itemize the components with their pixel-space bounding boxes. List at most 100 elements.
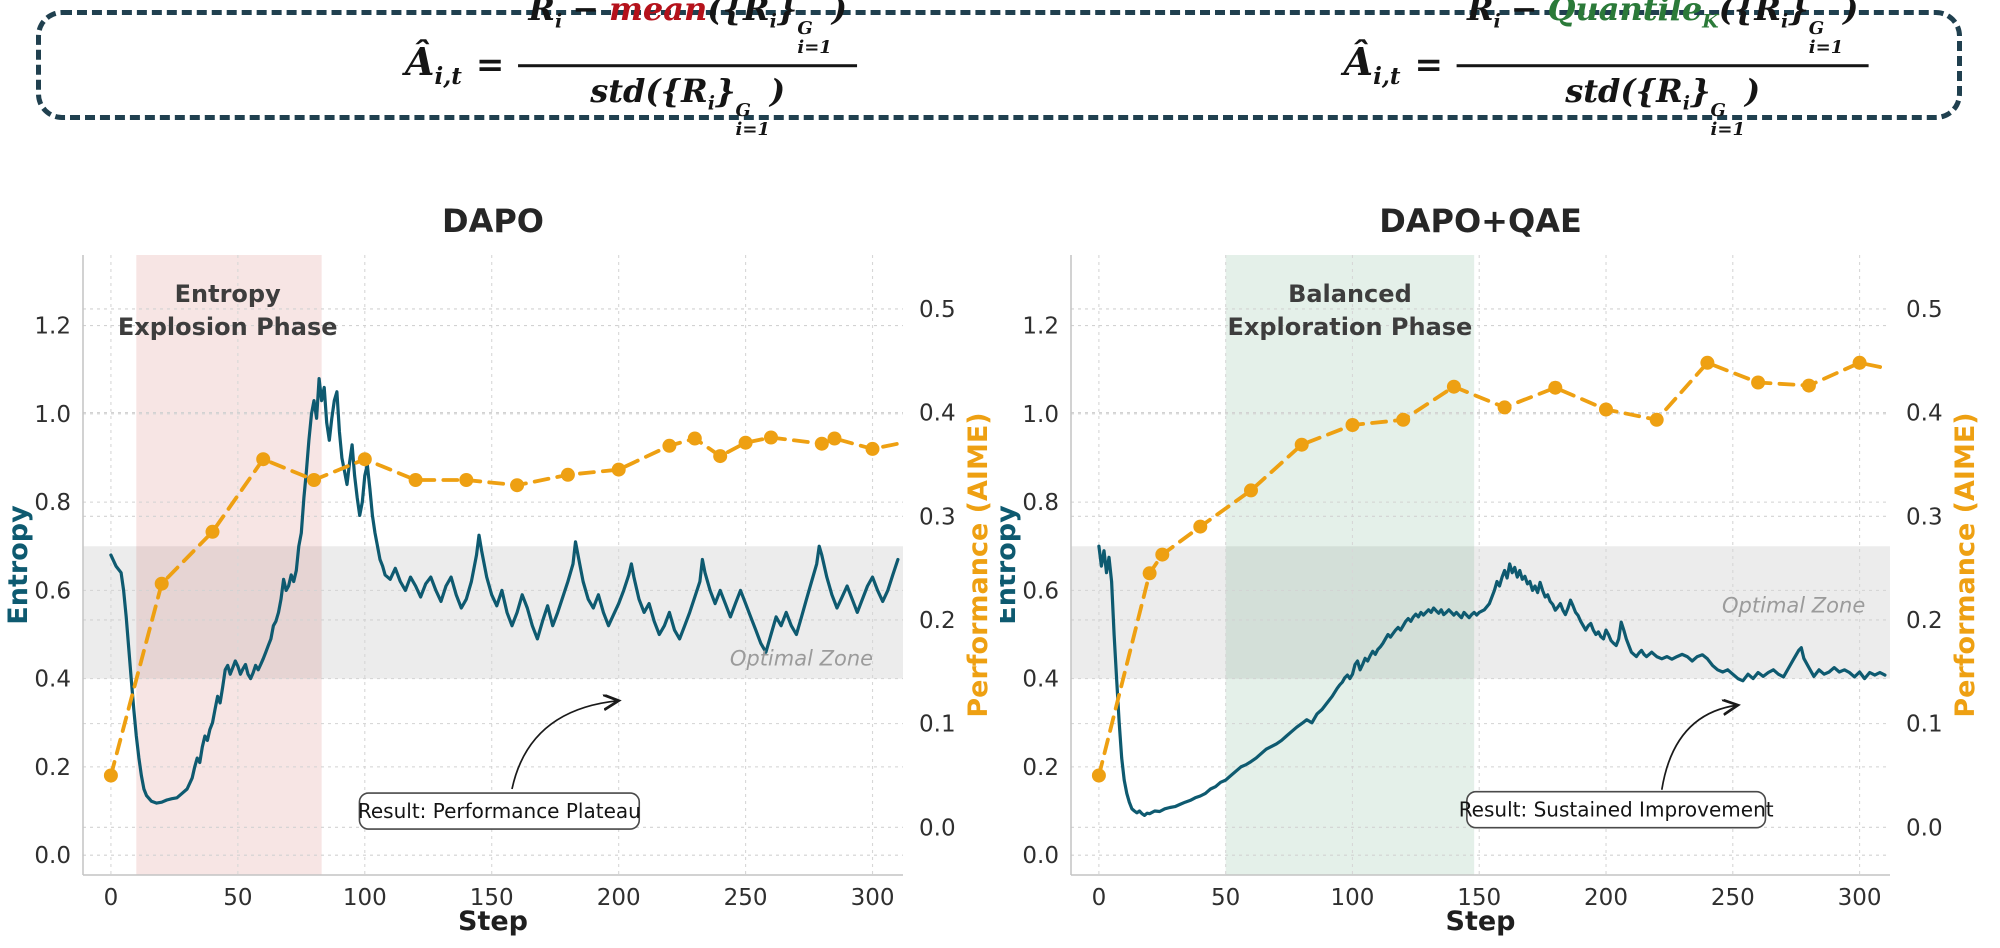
reward-subscript: i	[1682, 92, 1690, 115]
y-axis-label-left: Entropy	[1000, 505, 1022, 625]
optimal-zone-label: Optimal Zone	[730, 646, 873, 670]
y-tick-label-right: 0.4	[919, 401, 956, 427]
y-tick-label-left: 0.6	[34, 578, 71, 604]
reward-subscript: i	[1493, 10, 1501, 33]
reward-subscript: i	[1781, 10, 1789, 33]
y-axis-label-right: Performance (AIME)	[1950, 412, 1981, 717]
x-tick-label: 300	[1838, 885, 1882, 911]
close-paren: )	[1843, 0, 1859, 29]
performance-marker	[1801, 378, 1816, 393]
reward-symbol: R	[742, 0, 770, 29]
x-tick-label: 100	[1330, 885, 1374, 911]
x-tick-label: 200	[1584, 885, 1628, 911]
group-size-symbol: G	[1710, 100, 1726, 121]
std-operator: std	[590, 72, 646, 110]
minus-sign: −	[572, 0, 600, 29]
y-tick-label-right: 0.1	[919, 712, 956, 738]
performance-marker	[827, 431, 842, 446]
performance-marker	[713, 449, 728, 464]
performance-marker	[510, 478, 525, 493]
x-tick-label: 250	[1711, 885, 1755, 911]
x-tick-label: 150	[470, 885, 514, 911]
performance-marker	[662, 438, 677, 453]
y-tick-label-right: 0.2	[919, 608, 956, 634]
entropy-line	[1097, 544, 1887, 817]
group-size-symbol: G	[735, 100, 751, 121]
dapo-qae-chart: 0 50 100 150 200 250 300 0.0 0.2 0.4 0.6 0.8 1.0 1.2 0…	[1000, 202, 1981, 937]
equals-sign: =	[475, 45, 505, 85]
reward-symbol: R	[1466, 0, 1494, 29]
performance-marker	[1852, 355, 1867, 370]
performance-marker	[1142, 566, 1157, 581]
y-tick-label-left: 1.0	[34, 402, 71, 428]
y-tick-label-left: 0.6	[1022, 578, 1059, 604]
performance-marker	[865, 441, 880, 456]
advantage-symbol: Âi,t	[1344, 40, 1401, 91]
x-tick-label: 50	[1211, 885, 1240, 911]
annotation-arrow	[511, 701, 619, 790]
a-hat: Â	[1343, 39, 1374, 85]
annotation-text: Result: Performance Plateau	[358, 799, 641, 823]
performance-marker	[154, 576, 169, 591]
y-tick-label-left: 0.2	[1022, 755, 1059, 781]
mean-operator: mean	[609, 0, 708, 29]
quantile-operator-subscript: K	[1702, 10, 1719, 33]
annotation-text: Result: Sustained Improvement	[1459, 798, 1774, 822]
x-tick-label: 300	[851, 885, 895, 911]
phase-band	[1225, 255, 1475, 875]
performance-marker	[560, 467, 575, 482]
phase-label: Balanced	[1288, 280, 1412, 308]
equals-sign: =	[1414, 45, 1443, 85]
open-paren-brace: ({	[645, 72, 682, 110]
x-tick-label: 150	[1457, 885, 1501, 911]
performance-marker	[408, 473, 423, 487]
dapo-chart: 0 50 100 150 200 250 300 0.0 0.2 0.4 0.6 0.8 1.0 1.2 0…	[3, 202, 994, 937]
minus-sign: −	[1510, 0, 1538, 29]
y-tick-label-left: 0.4	[1022, 667, 1059, 693]
x-tick-label: 0	[104, 885, 119, 911]
reward-symbol: R	[1656, 72, 1683, 110]
x-tick-label: 250	[724, 885, 768, 911]
chart-title: DAPO+QAE	[1379, 202, 1582, 240]
open-paren-brace: ({	[1718, 0, 1755, 29]
performance-marker	[814, 436, 829, 451]
y-axis-label-right: Performance (AIME)	[963, 412, 994, 717]
close-brace: }	[1788, 0, 1809, 29]
chart-title: DAPO	[442, 202, 544, 240]
reward-symbol: R	[1754, 0, 1782, 29]
performance-marker	[687, 431, 702, 446]
quantile-operator: Quantile	[1547, 0, 1703, 29]
performance-line	[109, 435, 900, 778]
a-hat-subscript: i,t	[434, 63, 462, 91]
performance-marker	[459, 473, 474, 487]
y-tick-label-right: 0.2	[1906, 608, 1943, 634]
performance-marker	[1599, 402, 1613, 417]
performance-marker	[357, 452, 372, 467]
performance-marker	[1700, 355, 1715, 370]
close-paren: )	[1744, 72, 1761, 110]
performance-marker	[738, 435, 753, 450]
entropy-line	[109, 377, 900, 805]
phase-label: Entropy	[175, 280, 281, 308]
performance-marker	[1751, 375, 1766, 390]
performance-marker	[1497, 400, 1512, 415]
performance-marker	[1345, 418, 1360, 432]
y-tick-label-right: 0.3	[1906, 504, 1943, 530]
reward-subscript: i	[555, 10, 563, 33]
performance-marker	[1193, 519, 1208, 534]
y-tick-label-left: 0.4	[34, 667, 71, 693]
x-tick-label: 50	[223, 885, 252, 911]
performance-marker	[1155, 547, 1170, 562]
performance-marker	[1649, 412, 1664, 427]
optimal-zone-label: Optimal Zone	[1722, 593, 1865, 617]
a-hat-subscript: i,t	[1373, 63, 1401, 91]
annotation-box	[358, 792, 641, 830]
performance-marker	[1446, 379, 1461, 394]
